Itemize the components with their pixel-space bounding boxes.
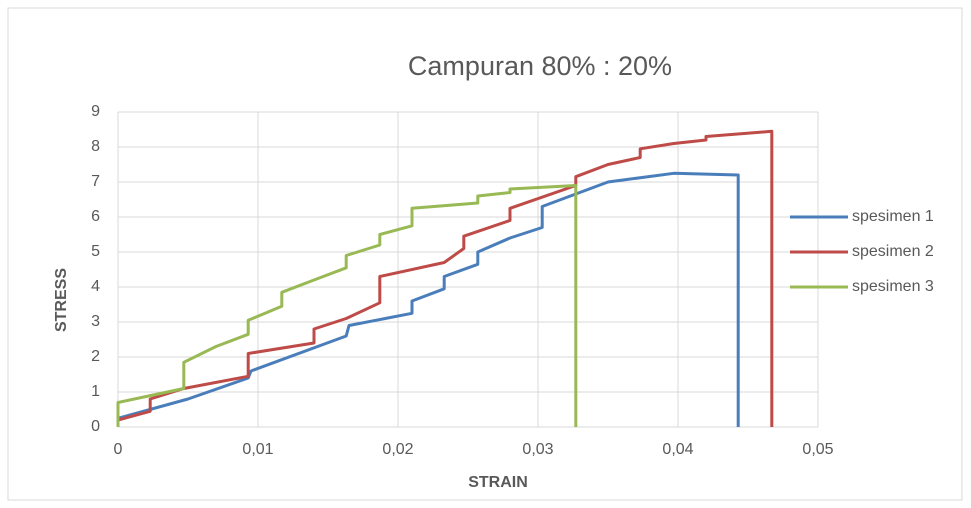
- x-tick-label: 0,01: [242, 441, 273, 458]
- x-axis-label: STRAIN: [468, 474, 528, 491]
- series-line: [116, 184, 578, 427]
- series-line: [117, 129, 774, 427]
- legend-label: spesimen 3: [852, 278, 934, 295]
- series-line: [117, 171, 740, 427]
- legend-label: spesimen 1: [852, 208, 934, 225]
- y-axis-label: STRESS: [53, 268, 70, 332]
- y-tick-label: 1: [91, 383, 100, 400]
- y-tick-label: 5: [91, 243, 100, 260]
- chart-border: [7, 7, 963, 501]
- x-tick-label: 0: [114, 441, 123, 458]
- y-tick-label: 7: [91, 173, 100, 190]
- y-tick-label: 4: [91, 278, 100, 295]
- y-tick-label: 3: [91, 313, 100, 330]
- y-tick-label: 0: [91, 418, 100, 435]
- y-tick-label: 9: [91, 103, 100, 120]
- y-tick-label: 8: [91, 138, 100, 155]
- legend-label: spesimen 2: [852, 243, 934, 260]
- x-tick-label: 0,04: [662, 441, 693, 458]
- chart-title: Campuran 80% : 20%: [408, 51, 672, 81]
- x-tick-label: 0,03: [522, 441, 553, 458]
- y-tick-label: 6: [91, 208, 100, 225]
- y-tick-label: 2: [91, 348, 100, 365]
- x-tick-label: 0,02: [382, 441, 413, 458]
- x-tick-label: 0,05: [802, 441, 833, 458]
